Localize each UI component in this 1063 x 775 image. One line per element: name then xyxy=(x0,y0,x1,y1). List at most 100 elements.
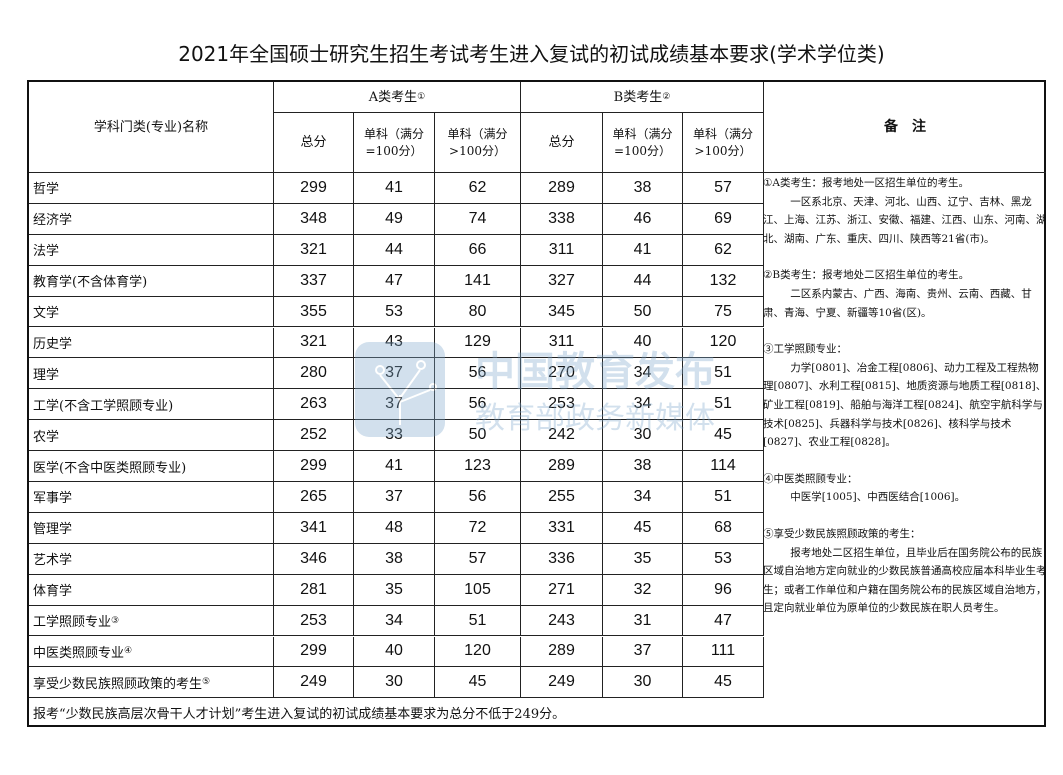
score-a-total: 253 xyxy=(274,605,354,637)
note-body: 报考地处二区招生单位，且毕业后在国务院公布的民族区域自治地方定向就业的少数民族普… xyxy=(763,546,1047,615)
score-b-single-gt100: 45 xyxy=(683,667,764,699)
note-item: ②B类考生：报考地处二区招生单位的考生。 二区系内蒙古、广西、海南、贵州、云南、西… xyxy=(763,266,1048,322)
subject-label: 农学 xyxy=(33,429,60,445)
score-a-total: 321 xyxy=(274,327,354,359)
score-b-single-gt100: 57 xyxy=(683,173,764,204)
subject-label: 历史学 xyxy=(33,336,73,352)
row-subject-name: 教育学(不含体育学) xyxy=(29,265,274,297)
score-b-single-100: 38 xyxy=(603,173,683,204)
score-a-single-100: 37 xyxy=(354,482,435,513)
note-body: 中医学[1005]、中西医结合[1006]。 xyxy=(790,491,966,504)
score-b-single-gt100: 96 xyxy=(683,574,764,606)
header-group-b: B类考生 ② xyxy=(521,82,764,113)
score-a-single-100: 53 xyxy=(354,296,435,328)
score-b-single-100: 34 xyxy=(603,389,683,421)
header-group-a: A类考生 ① xyxy=(274,82,521,113)
notes-column: ①A类考生：报考地处一区招生单位的考生。一区系北京、天津、河北、山西、辽宁、吉林… xyxy=(763,174,1048,636)
score-a-total: 249 xyxy=(274,667,354,699)
score-b-single-gt100: 75 xyxy=(683,296,764,328)
note-item: ④中医类照顾专业： 中医学[1005]、中西医结合[1006]。 xyxy=(763,470,1048,507)
score-a-single-gt100: 120 xyxy=(435,636,521,668)
score-b-total: 270 xyxy=(521,358,603,390)
score-a-single-100: 44 xyxy=(354,234,435,266)
row-subject-name: 文学 xyxy=(29,296,274,328)
score-a-single-100: 37 xyxy=(354,389,435,421)
score-b-total: 289 xyxy=(521,451,603,482)
score-b-single-gt100: 51 xyxy=(683,358,764,390)
score-a-total: 265 xyxy=(274,482,354,513)
score-b-single-100: 35 xyxy=(603,543,683,575)
note-heading: ①A类考生：报考地处一区招生单位的考生。 xyxy=(763,177,969,189)
score-a-total: 341 xyxy=(274,512,354,544)
row-subject-name: 体育学 xyxy=(29,574,274,606)
footnote-mark: ⑤ xyxy=(202,677,211,688)
score-a-single-100: 37 xyxy=(354,358,435,390)
header-a-single-gt100: 单科（满分>100分） xyxy=(435,113,521,173)
subject-label: 中医类照顾专业 xyxy=(33,645,125,661)
score-a-total: 355 xyxy=(274,296,354,328)
score-b-single-100: 41 xyxy=(603,234,683,266)
score-a-single-100: 49 xyxy=(354,203,435,235)
header-notes: 备 注 xyxy=(764,82,1046,173)
row-subject-name: 经济学 xyxy=(29,203,274,235)
score-b-single-100: 34 xyxy=(603,358,683,390)
score-b-single-gt100: 51 xyxy=(683,482,764,513)
score-a-single-gt100: 56 xyxy=(435,358,521,390)
score-b-single-100: 30 xyxy=(603,420,683,452)
score-a-total: 280 xyxy=(274,358,354,390)
group-a-mark: ① xyxy=(417,91,426,102)
score-a-single-100: 43 xyxy=(354,327,435,359)
note-body: 一区系北京、天津、河北、山西、辽宁、吉林、黑龙江、上海、江苏、浙江、安徽、福建、… xyxy=(763,195,1047,245)
score-b-single-100: 44 xyxy=(603,265,683,297)
group-b-mark: ② xyxy=(662,91,671,102)
score-b-single-gt100: 69 xyxy=(683,203,764,235)
note-item: ③工学照顾专业： 力学[0801]、冶金工程[0806]、动力工程及工程热物理[0… xyxy=(763,340,1048,452)
score-a-single-gt100: 105 xyxy=(435,574,521,606)
subject-label: 艺术学 xyxy=(33,553,73,569)
row-subject-name: 法学 xyxy=(29,234,274,266)
score-a-single-gt100: 62 xyxy=(435,173,521,204)
note-heading: ④中医类照顾专业： xyxy=(763,472,858,485)
score-a-total: 346 xyxy=(274,543,354,575)
score-b-total: 327 xyxy=(521,265,603,297)
score-b-total: 311 xyxy=(521,327,603,359)
score-a-total: 263 xyxy=(274,389,354,421)
score-b-single-gt100: 62 xyxy=(683,234,764,266)
header-b-total: 总分 xyxy=(521,113,603,173)
score-a-single-100: 41 xyxy=(354,451,435,482)
score-a-single-gt100: 56 xyxy=(435,482,521,513)
score-b-single-100: 50 xyxy=(603,296,683,328)
score-a-single-gt100: 80 xyxy=(435,296,521,328)
subject-label: 工学(不含工学照顾专业) xyxy=(33,398,174,414)
row-subject-name: 管理学 xyxy=(29,512,274,544)
score-a-single-100: 48 xyxy=(354,512,435,544)
row-subject-name: 农学 xyxy=(29,420,274,452)
score-a-total: 299 xyxy=(274,451,354,482)
score-b-total: 336 xyxy=(521,543,603,575)
row-subject-name: 中医类照顾专业 ④ xyxy=(29,636,274,668)
subject-label: 体育学 xyxy=(33,584,73,600)
score-b-single-gt100: 53 xyxy=(683,543,764,575)
score-b-total: 271 xyxy=(521,574,603,606)
score-b-single-gt100: 51 xyxy=(683,389,764,421)
row-subject-name: 艺术学 xyxy=(29,543,274,575)
note-item: ①A类考生：报考地处一区招生单位的考生。一区系北京、天津、河北、山西、辽宁、吉林… xyxy=(763,174,1048,248)
score-b-single-gt100: 132 xyxy=(683,265,764,297)
score-b-single-100: 40 xyxy=(603,327,683,359)
note-body: 二区系内蒙古、广西、海南、贵州、云南、西藏、甘肃、青海、宁夏、新疆等10省(区)… xyxy=(763,287,1032,319)
score-a-single-100: 40 xyxy=(354,636,435,668)
subject-label: 享受少数民族照顾政策的考生 xyxy=(33,676,203,692)
subject-label: 医学(不含中医类照顾专业) xyxy=(33,460,187,476)
header-b-single-gt100: 单科（满分>100分） xyxy=(683,113,764,173)
subject-label: 管理学 xyxy=(33,522,73,538)
score-b-total: 338 xyxy=(521,203,603,235)
score-b-single-gt100: 68 xyxy=(683,512,764,544)
score-b-total: 345 xyxy=(521,296,603,328)
score-b-total: 289 xyxy=(521,636,603,668)
row-subject-name: 享受少数民族照顾政策的考生 ⑤ xyxy=(29,667,274,699)
score-a-single-100: 35 xyxy=(354,574,435,606)
row-subject-name: 哲学 xyxy=(29,173,274,204)
score-b-single-100: 46 xyxy=(603,203,683,235)
page-title: 2021年全国硕士研究生招生考试考生进入复试的初试成绩基本要求(学术学位类) xyxy=(178,42,885,66)
